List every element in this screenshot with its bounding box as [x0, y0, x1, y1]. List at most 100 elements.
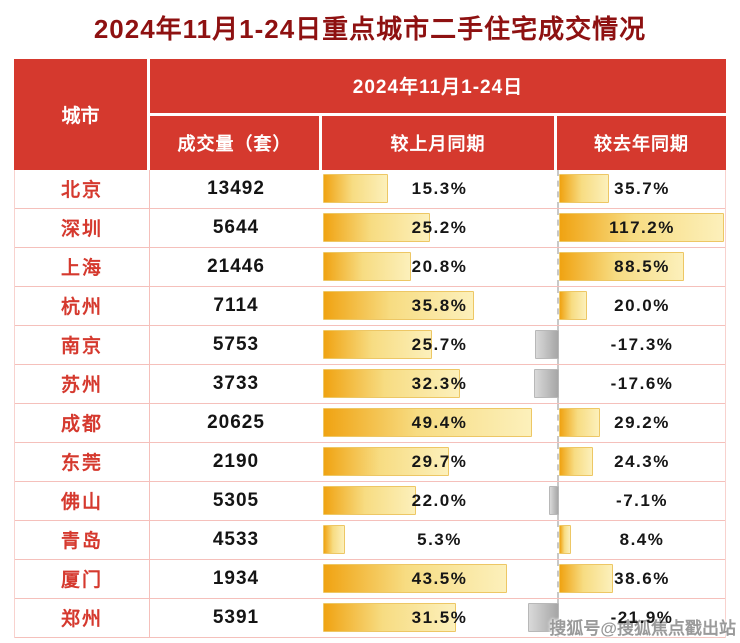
yoy-value: -21.9%	[610, 607, 674, 627]
header-period: 2024年11月1-24日	[150, 58, 726, 116]
table-header: 城市 2024年11月1-24日 成交量（套） 较上月同期 较去年同期	[14, 58, 726, 170]
mom-cell: 32.3%	[322, 365, 557, 403]
mom-bar	[323, 368, 460, 398]
city-name: 东莞	[15, 442, 150, 481]
mom-bar	[323, 446, 449, 476]
volume-value: 5391	[212, 606, 260, 628]
yoy-bar	[559, 524, 571, 554]
yoy-cell: -21.9%	[528, 598, 725, 637]
yoy-cell: 88.5%	[557, 247, 725, 286]
mom-cell: 22.0%	[322, 482, 557, 520]
mom-value: 22.0%	[411, 490, 468, 510]
table-row: 杭州 7114 35.8% 20.0%	[15, 286, 725, 326]
mom-value: 15.3%	[411, 178, 468, 198]
mom-cell: 35.8%	[322, 287, 557, 325]
city-name: 成都	[15, 403, 150, 442]
mom-bar	[323, 290, 475, 320]
page-title: 2024年11月1-24日重点城市二手住宅成交情况	[93, 14, 647, 44]
housing-data-table: 城市 2024年11月1-24日 成交量（套） 较上月同期 较去年同期 北京 13…	[14, 58, 726, 638]
yoy-value: 35.7%	[614, 178, 670, 198]
yoy-cell: 24.3%	[557, 442, 725, 481]
table-row: 郑州 5391 31.5% -21.9%	[15, 598, 725, 638]
yoy-cell: 38.6%	[557, 559, 725, 598]
table-row: 深圳 5644 25.2% 117.2%	[15, 208, 725, 248]
yoy-bar	[559, 173, 610, 203]
mom-value: 43.5%	[411, 568, 468, 588]
city-name: 上海	[15, 247, 150, 286]
mom-cell: 43.5%	[322, 560, 557, 598]
yoy-cell: 117.2%	[557, 208, 725, 247]
yoy-bar	[534, 329, 559, 359]
table-row: 成都 20625 49.4% 29.2%	[15, 403, 725, 443]
volume-value: 5305	[212, 489, 260, 511]
mom-bar	[323, 173, 388, 203]
yoy-cell: -7.1%	[549, 481, 725, 520]
yoy-bar	[559, 290, 588, 320]
city-name: 青岛	[15, 520, 150, 559]
table-row: 佛山 5305 22.0% -7.1%	[15, 481, 725, 521]
table-row: 青岛 4533 5.3% 8.4%	[15, 520, 725, 560]
mom-bar	[323, 602, 457, 632]
yoy-bar	[559, 563, 614, 593]
volume-value: 7114	[213, 294, 259, 316]
mom-value: 35.8%	[411, 295, 468, 315]
header-volume: 成交量（套）	[150, 115, 322, 170]
city-name: 苏州	[15, 364, 150, 403]
city-name: 佛山	[15, 481, 150, 520]
table-row: 东莞 2190 29.7% 24.3%	[15, 442, 725, 482]
mom-value: 20.8%	[411, 256, 468, 276]
yoy-bar	[559, 407, 601, 437]
yoy-value: 24.3%	[614, 451, 670, 471]
yoy-bar	[559, 251, 684, 281]
mom-cell: 31.5%	[322, 599, 557, 637]
table-row: 南京 5753 25.7% -17.3%	[15, 325, 725, 365]
yoy-value: 29.2%	[614, 412, 670, 432]
yoy-bar	[534, 368, 559, 398]
mom-value: 31.5%	[411, 607, 468, 627]
volume-value: 1934	[212, 567, 260, 589]
volume-value: 2190	[212, 450, 260, 472]
yoy-bar	[559, 446, 594, 476]
header-vs-last-year: 较去年同期	[557, 115, 726, 170]
yoy-cell: 35.7%	[557, 169, 725, 208]
city-name: 南京	[15, 325, 150, 364]
mom-bar	[323, 329, 432, 359]
mom-value: 29.7%	[411, 451, 468, 471]
yoy-value: -7.1%	[616, 490, 668, 510]
mom-cell: 5.3%	[322, 521, 557, 559]
yoy-value: -17.3%	[610, 334, 674, 354]
mom-cell: 25.7%	[322, 326, 557, 364]
mom-cell: 49.4%	[322, 404, 557, 442]
table-row: 苏州 3733 32.3% -17.6%	[15, 364, 725, 404]
volume-value: 13492	[207, 177, 265, 199]
yoy-bar	[559, 212, 725, 242]
city-name: 厦门	[15, 559, 150, 598]
watermark: 搜狐号@搜狐焦点戳出站	[549, 619, 736, 638]
volume-value: 4533	[212, 528, 260, 550]
mom-cell: 20.8%	[322, 248, 557, 286]
mom-value: 49.4%	[411, 412, 468, 432]
yoy-value: 38.6%	[614, 568, 670, 588]
mom-bar	[323, 524, 346, 554]
mom-cell: 25.2%	[322, 209, 557, 247]
mom-value: 25.7%	[411, 334, 468, 354]
city-name: 郑州	[15, 598, 150, 637]
yoy-value: 88.5%	[614, 256, 670, 276]
yoy-bar	[549, 485, 559, 515]
mom-value: 25.2%	[411, 217, 468, 237]
yoy-cell: 8.4%	[557, 520, 725, 559]
yoy-value: 20.0%	[614, 295, 670, 315]
mom-bar	[323, 485, 417, 515]
city-name: 北京	[15, 169, 150, 208]
city-name: 深圳	[15, 208, 150, 247]
yoy-value: -17.6%	[610, 373, 674, 393]
mom-bar	[323, 407, 532, 437]
mom-bar	[323, 251, 411, 281]
header-right-block: 2024年11月1-24日 成交量（套） 较上月同期 较去年同期	[150, 58, 726, 170]
mom-cell: 29.7%	[322, 443, 557, 481]
table-row: 厦门 1934 43.5% 38.6%	[15, 559, 725, 599]
table-row: 北京 13492 15.3% 35.7%	[15, 169, 725, 209]
yoy-value: 8.4%	[619, 529, 665, 549]
volume-value: 3733	[212, 372, 260, 394]
